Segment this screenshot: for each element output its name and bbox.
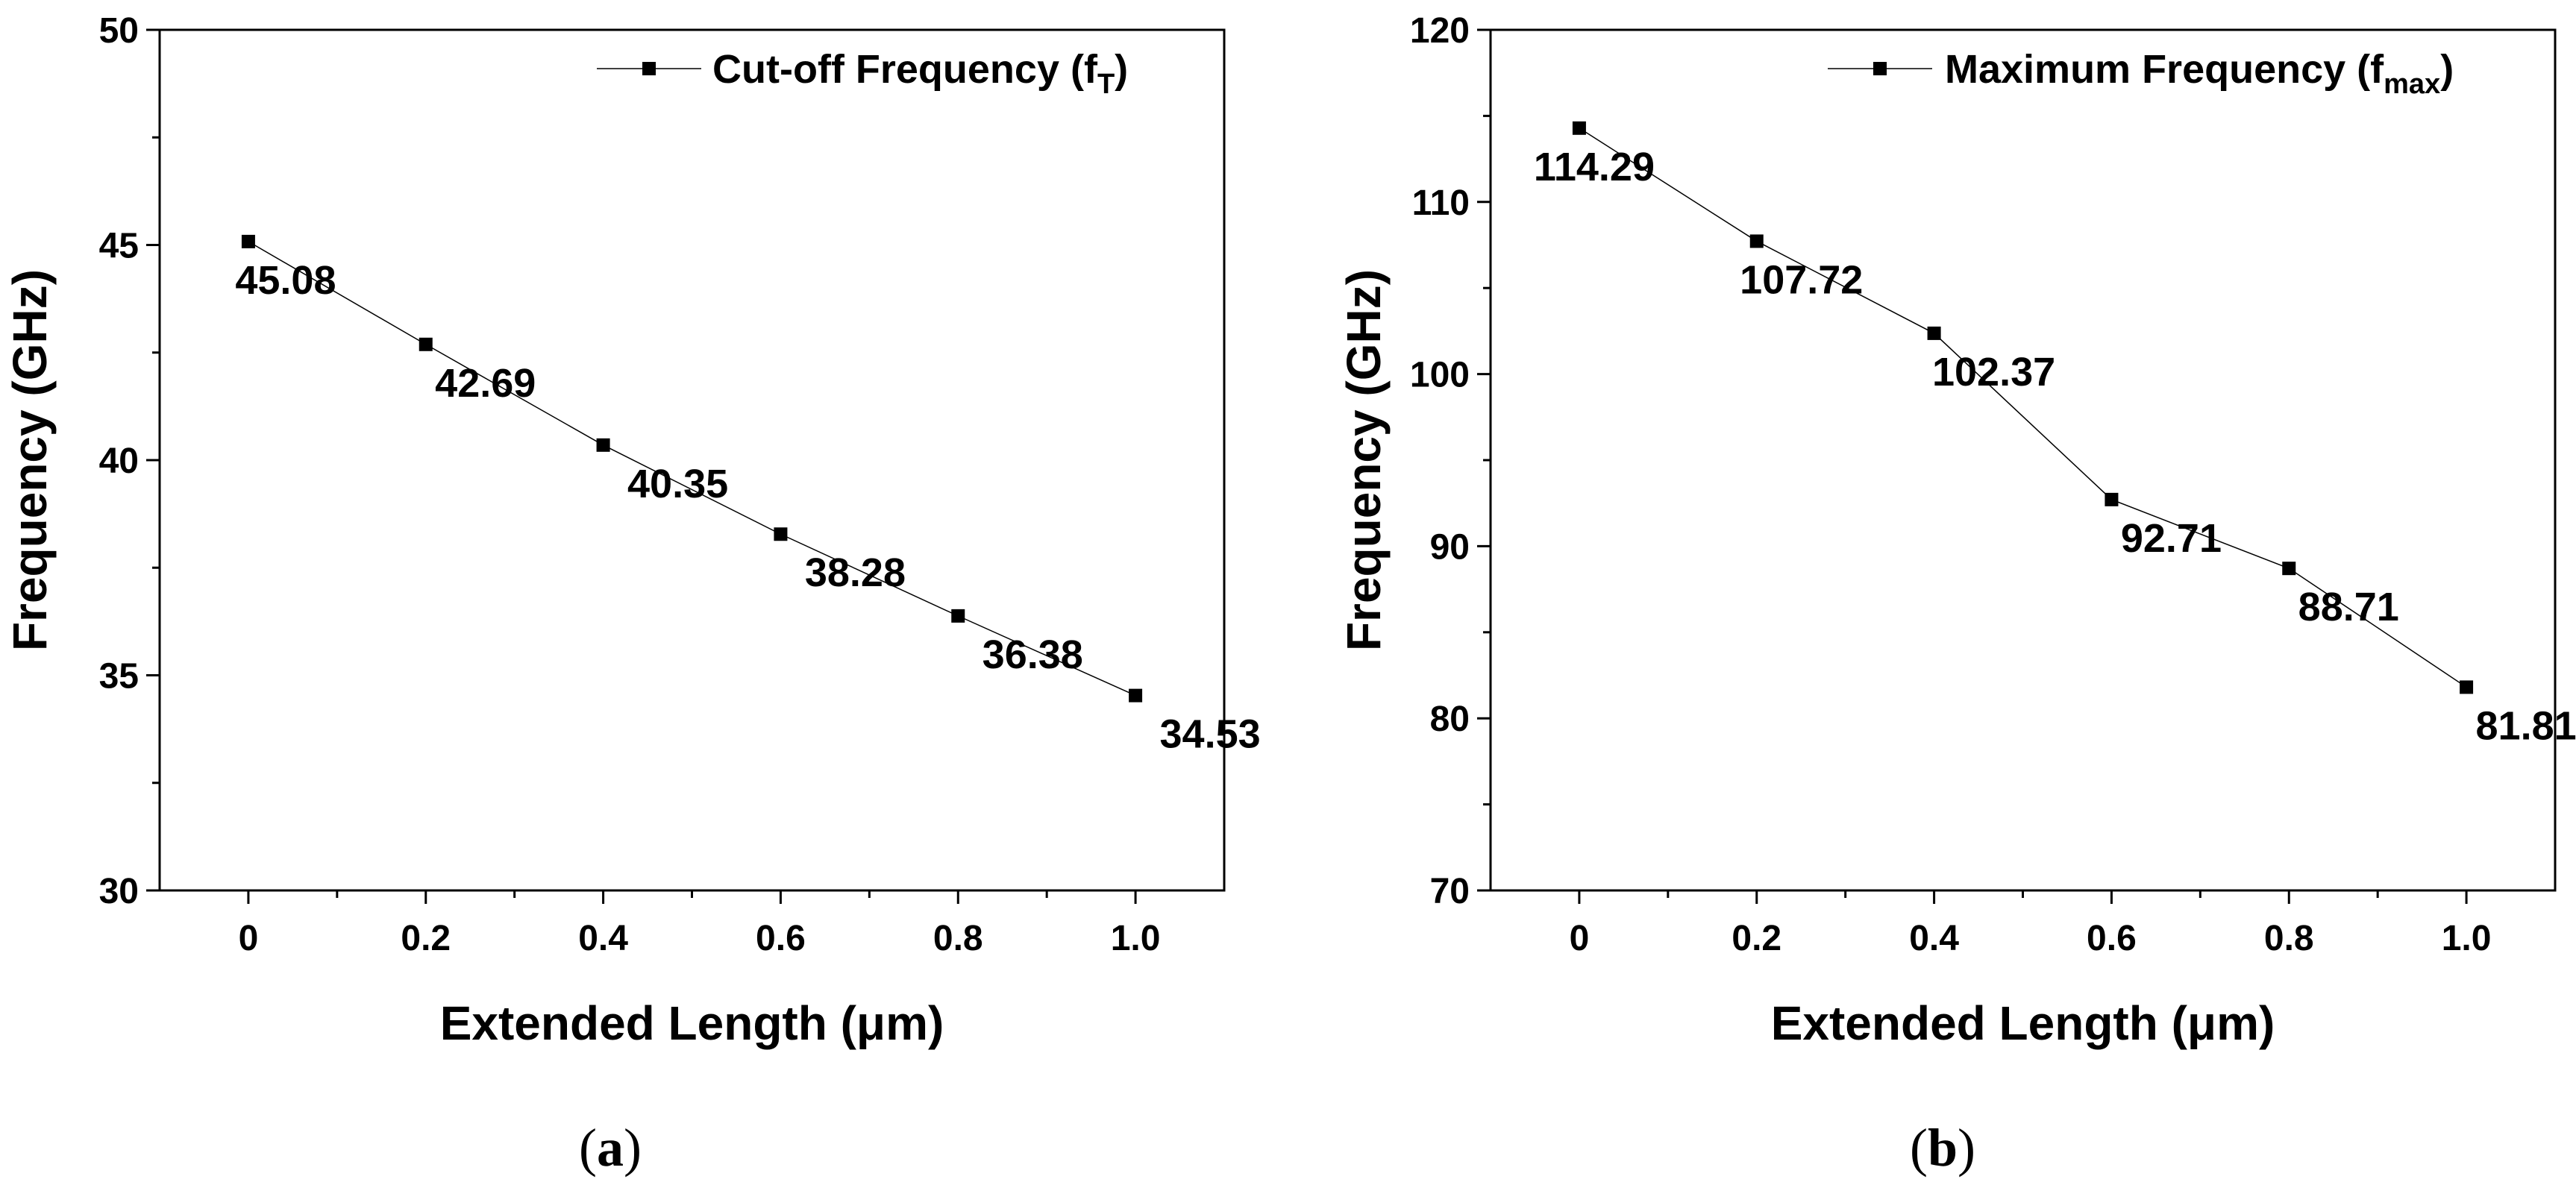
data-point [2105,492,2119,506]
y-tick-label: 120 [1410,11,1470,51]
legend-marker [642,62,656,75]
panel-caption: (b) [1910,1118,1975,1178]
y-tick-label: 70 [1430,872,1470,911]
data-label: 36.38 [983,632,1083,677]
data-label: 92.71 [2121,516,2222,561]
y-axis-title: Frequency (GHz) [3,269,57,651]
x-tick-label: 1.0 [2442,919,2492,958]
legend: Maximum Frequency (fmax) [1828,47,2454,100]
x-tick-label: 0 [1570,919,1590,958]
legend-label: Cut-off Frequency (fT) [712,47,1128,100]
legend-label: Maximum Frequency (fmax) [1945,47,2454,100]
data-label: 45.08 [235,258,336,303]
data-label: 38.28 [805,550,906,595]
data-label: 114.29 [1534,145,1655,189]
plot-frame [158,28,1226,892]
x-tick-label: 0.8 [933,919,983,958]
chart-panel-a: 0 0.2 0.4 0.6 0.8 1.0 30 35 40 45 50 Extended Lengt… [3,11,1261,1178]
x-tick-label: 0.4 [1909,919,1959,958]
x-tick-label: 0.8 [2264,919,2314,958]
panel-caption: (a) [579,1118,642,1178]
x-axis-title: Extended Length (μm) [440,996,944,1050]
data-point [2460,680,2474,694]
data-label: 107.72 [1740,257,1863,302]
data-point [1572,121,1586,135]
x-tick-label: 1.0 [1111,919,1161,958]
x-tick-label: 0.2 [1732,919,1781,958]
x-axis-title: Extended Length (μm) [1771,996,2275,1050]
data-point [1749,234,1764,248]
data-point [1927,326,1941,340]
data-label: 81.81 [2476,703,2576,748]
x-tick-label: 0.6 [2087,919,2137,958]
y-tick-label: 35 [99,657,139,697]
legend-marker [1873,62,1887,75]
data-label: 102.37 [1932,350,2055,395]
y-axis-title: Frequency (GHz) [1337,269,1391,651]
data-label: 88.71 [2298,585,2399,629]
data-point [2282,562,2296,576]
data-label: 42.69 [435,361,536,406]
x-tick-label: 0 [239,919,259,958]
series-line [1579,128,2467,688]
x-tick-label: 0.4 [578,919,628,958]
y-tick-label: 40 [99,441,139,481]
data-point [774,527,788,541]
x-tick-label: 0.2 [401,919,451,958]
y-tick-label: 45 [99,227,139,266]
data-point [596,438,610,452]
y-tick-label: 80 [1430,700,1470,739]
y-tick-label: 100 [1410,356,1470,395]
chart-panel-b: 0 0.2 0.4 0.6 0.8 1.0 70 80 90 100 110 120 Extended … [1337,11,2576,1178]
data-label: 34.53 [1160,712,1261,757]
data-point [951,609,965,623]
y-tick-label: 30 [99,872,139,911]
x-tick-label: 0.6 [756,919,806,958]
y-tick-label: 90 [1430,527,1470,567]
series-line [248,241,1136,697]
legend: Cut-off Frequency (fT) [597,47,1128,100]
data-point [419,337,433,351]
data-label: 40.35 [627,462,728,506]
y-tick-label: 110 [1412,183,1470,223]
data-point [1129,688,1143,703]
data-point [241,234,255,248]
y-tick-label: 50 [99,11,139,51]
